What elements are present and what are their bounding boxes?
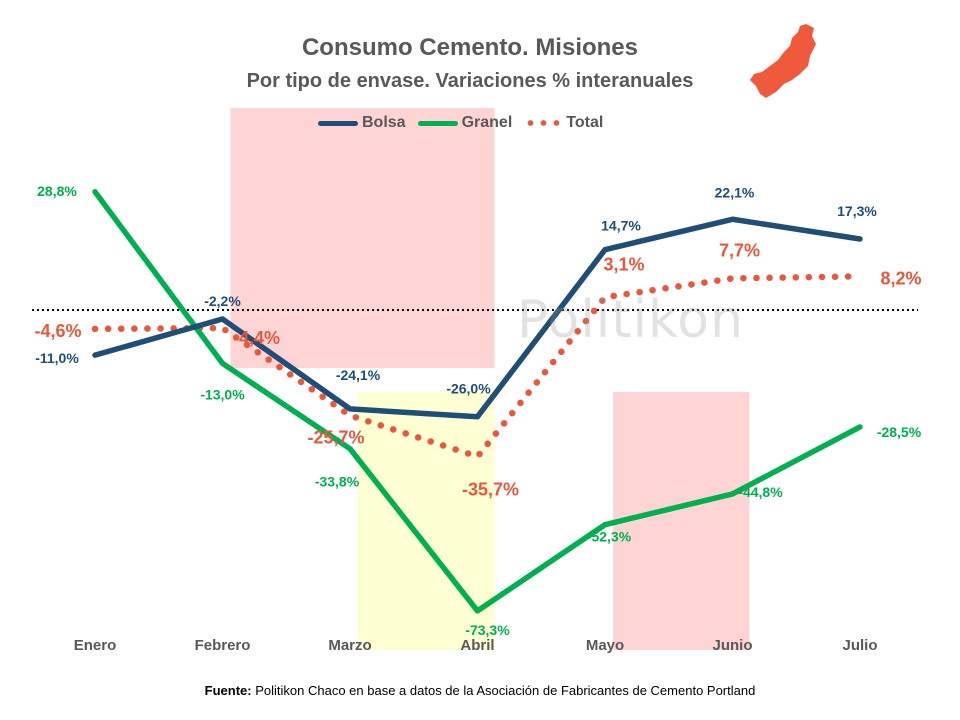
data-label-bolsa: -26,0% [446, 381, 491, 397]
highlight-band [613, 392, 750, 650]
legend-label: Granel [461, 114, 513, 131]
data-label-granel: -33,8% [315, 474, 360, 490]
data-label-bolsa: -11,0% [35, 350, 79, 366]
data-label-granel: -73,3% [465, 622, 510, 638]
x-tick-label: Junio [713, 637, 753, 654]
data-label-bolsa: -2,2% [204, 293, 241, 309]
legend-item-granel: Granel [417, 114, 513, 132]
legend: Bolsa Granel Total [318, 112, 615, 134]
data-label-bolsa: 22,1% [715, 184, 755, 200]
data-label-total: -25,7% [307, 427, 364, 447]
data-label-bolsa: -24,1% [336, 367, 381, 383]
x-tick-label: Enero [74, 637, 117, 654]
legend-label: Bolsa [362, 114, 406, 131]
x-tick-label: Abril [460, 637, 494, 654]
legend-label: Total [566, 114, 604, 131]
legend-swatch [417, 120, 458, 126]
data-label-total: 8,2% [880, 268, 921, 288]
data-label-granel: -28,5% [877, 424, 922, 440]
legend-swatch [524, 120, 565, 126]
chart-subtitle: Por tipo de envase. Variaciones % intera… [246, 70, 694, 92]
data-label-granel: -52,3% [587, 529, 632, 545]
data-label-total: 7,7% [719, 240, 760, 260]
source-label: Fuente: [204, 683, 252, 698]
x-tick-label: Mayo [586, 637, 624, 654]
source-text: Politikon Chaco en base a datos de la As… [251, 683, 756, 698]
highlight-band [230, 108, 495, 368]
legend-swatch [318, 120, 358, 126]
watermark: Politikon [517, 290, 745, 350]
x-tick-label: Marzo [328, 637, 371, 654]
x-tick-label: Febrero [195, 637, 251, 654]
data-label-total: -4,4% [233, 328, 280, 348]
data-label-bolsa: 14,7% [601, 218, 641, 234]
legend-item-bolsa: Bolsa [318, 114, 406, 132]
data-label-granel: -13,0% [200, 386, 245, 402]
data-label-granel: 28,8% [37, 183, 77, 199]
x-tick-label: Julio [842, 637, 877, 654]
source-note: Fuente: Politikon Chaco en base a datos … [0, 683, 960, 698]
legend-item-total: Total [524, 114, 603, 132]
data-label-total: 3,1% [603, 254, 644, 274]
data-label-total: -35,7% [462, 480, 519, 500]
highlight-band [358, 392, 495, 650]
chart-title: Consumo Cemento. Misiones [301, 34, 639, 61]
data-label-granel: -44,8% [738, 484, 783, 500]
data-label-total: -4,6% [34, 321, 81, 341]
misiones-map-icon [750, 24, 816, 98]
data-label-bolsa: 17,3% [837, 203, 877, 219]
